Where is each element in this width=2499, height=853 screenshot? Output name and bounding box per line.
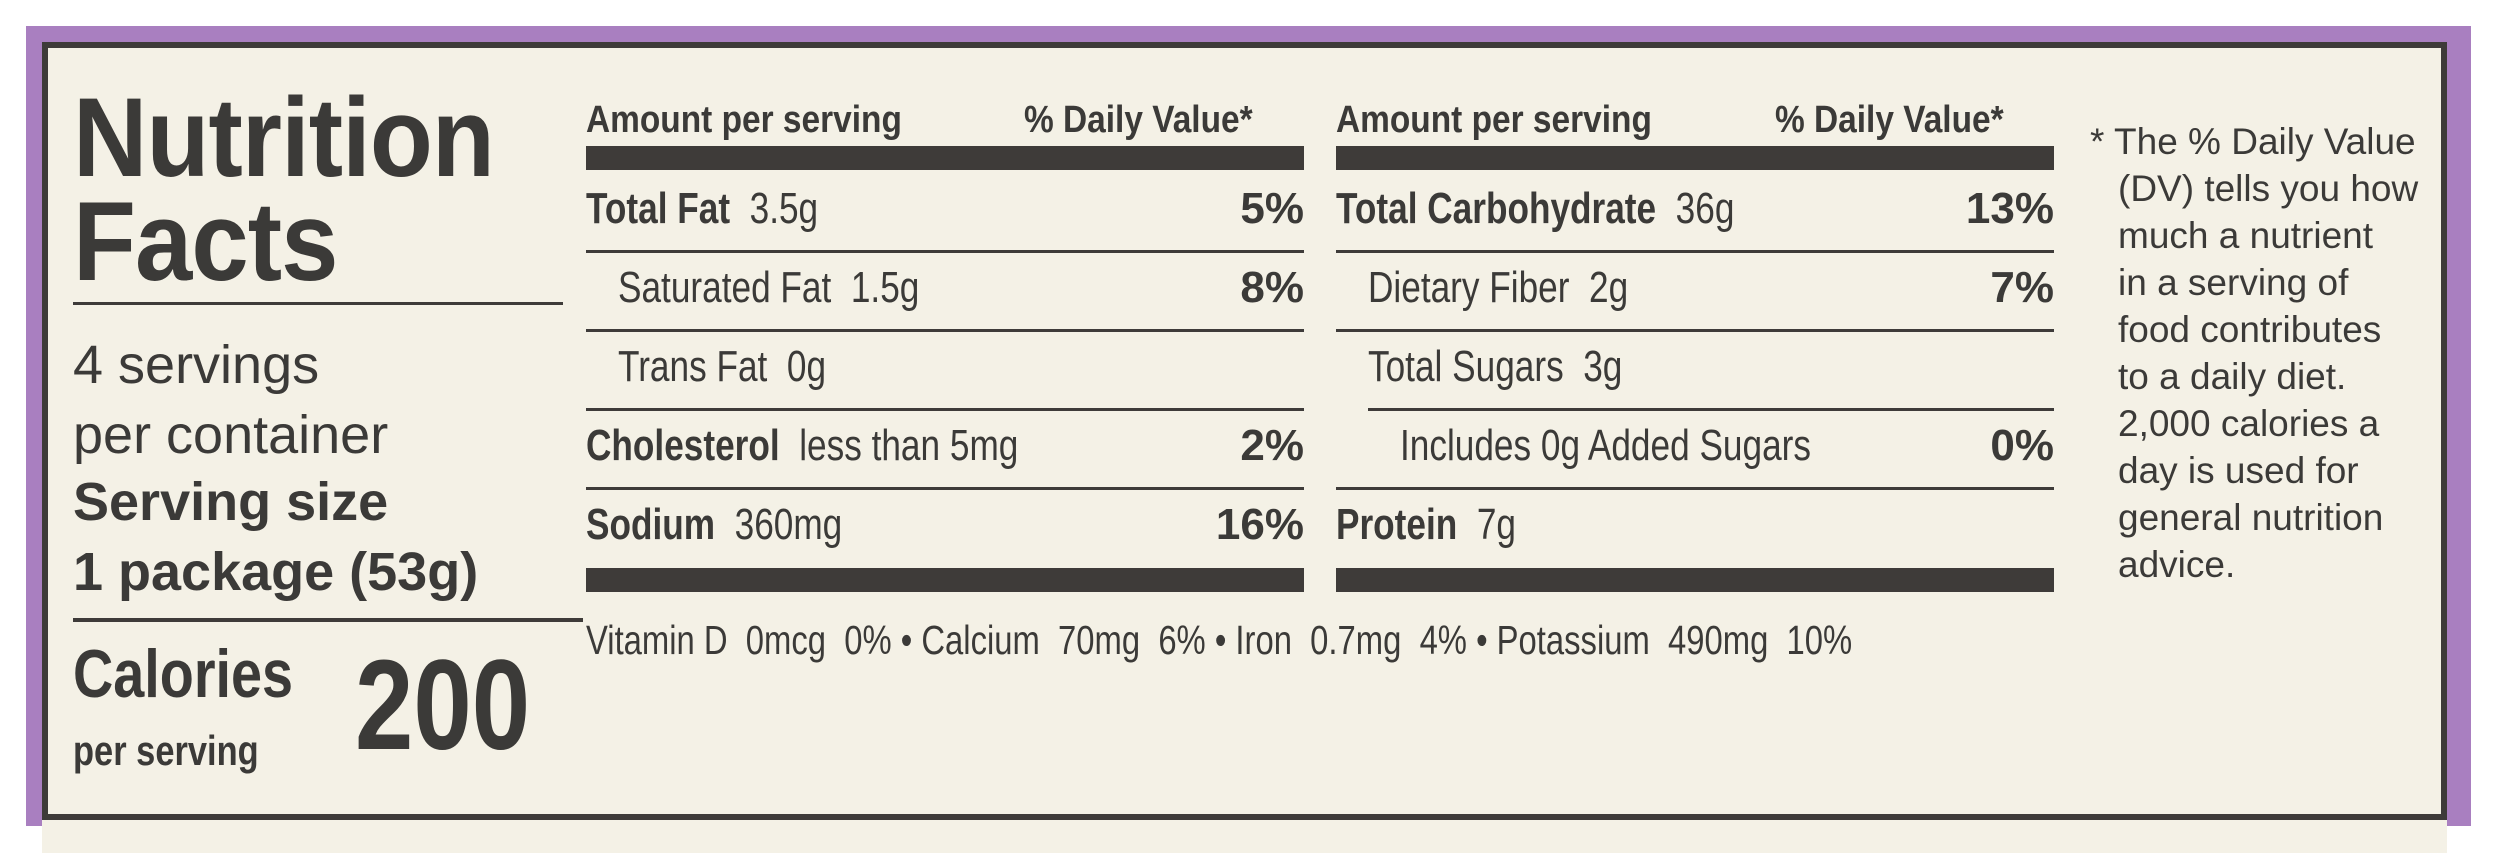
title-line1: Nutrition: [73, 75, 495, 200]
total-sugars-name: Total Sugars: [1368, 342, 1564, 391]
right-row-divider: [1368, 408, 2054, 411]
calories-label-text: Calories: [73, 636, 294, 712]
left-row-divider: [586, 408, 1304, 411]
serving-size: Serving size 1 package (53g): [73, 467, 478, 607]
calories-divider: [73, 618, 583, 622]
left-row-divider: [586, 250, 1304, 253]
saturated-fat-dv: 8%: [1240, 263, 1304, 312]
calories-label: Calories: [73, 639, 341, 709]
right-header-amount: Amount per serving: [1336, 95, 1695, 145]
total-carbohydrate-amount: 36g: [1675, 184, 1735, 233]
calories-sublabel: per serving: [73, 726, 299, 776]
right-row-protein: Protein 7g: [1336, 497, 1561, 553]
right-row-total-sugars: Total Sugars 3g: [1368, 339, 1686, 395]
footnote-line: general nutrition: [2118, 497, 2384, 538]
left-thick-rule-top: [586, 146, 1304, 170]
saturated-fat-name: Saturated Fat: [618, 263, 832, 312]
footnote-line: in a serving of: [2118, 262, 2349, 303]
right-row-total-carbohydrate: Total Carbohydrate 36g: [1336, 181, 1834, 237]
right-thick-rule-bottom: [1336, 568, 2054, 592]
right-header-amount-text: Amount per serving: [1336, 99, 1652, 141]
left-row-total-fat: Total Fat 3.5g: [586, 181, 876, 237]
left-row-cholesterol: Cholesterol less than 5mg: [586, 418, 1126, 474]
serving-size-label: Serving size: [73, 472, 389, 532]
total-fat-amount: 3.5g: [749, 184, 819, 233]
left-row-divider: [586, 487, 1304, 490]
total-fat-dv: 5%: [1240, 184, 1304, 233]
total-carbohydrate-name: Total Carbohydrate: [1336, 184, 1657, 233]
sodium-dv: 16%: [1215, 500, 1304, 549]
left-header-amount: Amount per serving: [586, 95, 945, 145]
left-header-amount-text: Amount per serving: [586, 99, 902, 141]
total-carbohydrate-dv: 13%: [1965, 184, 2054, 233]
title-line2: Facts: [73, 179, 338, 304]
cholesterol-name: Cholesterol: [586, 421, 780, 470]
calories-sublabel-text: per serving: [73, 727, 259, 774]
total-fat-name: Total Fat: [586, 184, 731, 233]
trans-fat-amount: 0g: [786, 342, 827, 391]
footnote-line: day is used for: [2118, 450, 2359, 491]
label-bottom-edge: [42, 820, 2447, 853]
left-header-dv-text: % Daily Value*: [1024, 99, 1253, 141]
right-row-divider: [1336, 250, 2054, 253]
left-row-sodium: Sodium 360mg: [586, 497, 906, 553]
footnote-line: (DV) tells you how: [2118, 168, 2419, 209]
right-header-dv-text: % Daily Value*: [1775, 99, 2004, 141]
left-header-dv: % Daily Value*: [1024, 95, 1284, 145]
footnote-line: advice.: [2118, 544, 2236, 585]
dietary-fiber-dv: 7%: [1990, 263, 2054, 312]
dietary-fiber-amount: 2g: [1589, 263, 1629, 312]
vitamins-minerals-line: Vitamin D 0mcg 0% • Calcium 70mg 6% • Ir…: [586, 614, 2169, 666]
right-header-dv: % Daily Value*: [1775, 95, 2035, 145]
right-row-added-sugars: Includes 0g Added Sugars: [1400, 418, 1914, 474]
serving-size-value: 1 package (53g): [73, 542, 479, 602]
protein-name: Protein: [1336, 500, 1458, 549]
total-sugars-amount: 3g: [1583, 342, 1623, 391]
right-row-dietary-fiber: Dietary Fiber 2g: [1368, 260, 1693, 316]
footnote-line: * The % Daily Value: [2090, 121, 2416, 162]
footnote-line: 2,000 calories a: [2118, 403, 2380, 444]
calories-value-text: 200: [355, 634, 531, 777]
sodium-amount: 360mg: [734, 500, 843, 549]
right-row-divider: [1336, 329, 2054, 332]
sodium-name: Sodium: [586, 500, 716, 549]
left-row-trans-fat: Trans Fat 0g: [618, 339, 878, 395]
added-sugars-name: Includes 0g Added Sugars: [1400, 421, 1811, 470]
daily-value-footnote: * The % Daily Value (DV) tells you how m…: [2090, 118, 2435, 588]
right-thick-rule-top: [1336, 146, 2054, 170]
dietary-fiber-name: Dietary Fiber: [1368, 263, 1570, 312]
footnote-line: much a nutrient: [2118, 215, 2374, 256]
footnote-line: food contributes: [2118, 309, 2382, 350]
trans-fat-name: Trans Fat: [618, 342, 768, 391]
left-row-divider: [586, 329, 1304, 332]
footnote-line: to a daily diet.: [2118, 356, 2347, 397]
cholesterol-amount: less than 5mg: [799, 421, 1019, 470]
protein-amount: 7g: [1476, 500, 1516, 549]
servings-line1: 4 servings: [73, 335, 320, 395]
vitamins-minerals-text: Vitamin D 0mcg 0% • Calcium 70mg 6% • Ir…: [586, 617, 1853, 663]
label-title: Nutrition Facts: [73, 75, 531, 304]
title-divider: [73, 302, 563, 305]
nutrition-facts-label: Nutrition Facts 4 servings per container…: [42, 42, 2447, 820]
right-row-divider: [1336, 487, 2054, 490]
servings-per-container: 4 servings per container: [73, 330, 388, 470]
cholesterol-dv: 2%: [1240, 421, 1304, 470]
servings-line2: per container: [73, 405, 389, 465]
saturated-fat-amount: 1.5g: [850, 263, 920, 312]
added-sugars-dv: 0%: [1990, 421, 2054, 470]
calories-value: 200: [355, 641, 569, 771]
left-row-saturated-fat: Saturated Fat 1.5g: [618, 260, 995, 316]
left-thick-rule-bottom: [586, 568, 1304, 592]
